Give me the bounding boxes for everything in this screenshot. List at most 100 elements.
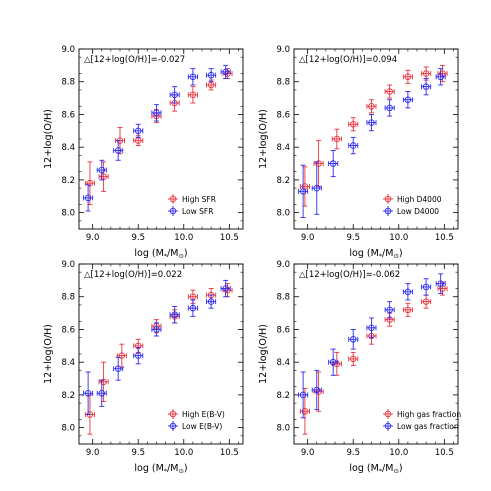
data-point bbox=[402, 302, 413, 317]
data-point bbox=[421, 294, 432, 309]
legend-entry: High D4000 bbox=[383, 194, 442, 204]
y-axis-title: 12+log(O/H) bbox=[258, 324, 269, 384]
legend-label: High SFR bbox=[182, 195, 216, 204]
marker bbox=[114, 365, 122, 372]
data-point bbox=[187, 299, 198, 317]
data-point bbox=[83, 184, 94, 212]
y-tick-label: 8.8 bbox=[61, 293, 75, 303]
delta-annotation: △[12+log(O/H)]=-0.062 bbox=[299, 270, 400, 280]
marker bbox=[333, 135, 341, 143]
chart-panel-4: 8.0 8.2 8.4 8.6 8.8 9.0 9.0 9.5 10.0 10.5 △[12+log… bbox=[258, 260, 461, 475]
marker bbox=[86, 179, 94, 187]
marker bbox=[333, 360, 341, 368]
x-tick-label: 10.5 bbox=[220, 233, 239, 243]
marker bbox=[349, 336, 357, 343]
data-point bbox=[402, 91, 413, 109]
y-tick-label: 8.8 bbox=[276, 293, 290, 303]
data-point bbox=[331, 351, 342, 376]
marker bbox=[153, 326, 160, 333]
marker bbox=[437, 73, 444, 81]
legend-entry: High E(B-V) bbox=[168, 409, 225, 419]
chart-panel-2: 8.0 8.2 8.4 8.6 8.8 9.0 9.0 9.5 10.0 10.5 △[12+log… bbox=[258, 45, 459, 260]
x-tick-label: 9.5 bbox=[131, 448, 145, 458]
y-tick-label: 8.2 bbox=[276, 391, 290, 401]
marker bbox=[189, 304, 197, 312]
series-blue bbox=[298, 68, 446, 218]
data-point bbox=[421, 66, 432, 81]
data-point bbox=[220, 279, 231, 298]
x-tick-label: 10.0 bbox=[174, 233, 193, 243]
marker bbox=[189, 91, 197, 99]
marker bbox=[329, 358, 337, 366]
data-point bbox=[151, 322, 162, 337]
marker bbox=[100, 173, 107, 180]
marker bbox=[368, 324, 375, 332]
data-point bbox=[98, 161, 109, 192]
marker bbox=[84, 390, 92, 397]
data-point bbox=[169, 86, 180, 104]
data-point bbox=[366, 99, 377, 114]
y-tick-label: 8.8 bbox=[276, 78, 290, 88]
data-point bbox=[402, 283, 413, 301]
data-point bbox=[187, 68, 198, 86]
marker bbox=[404, 306, 412, 314]
legend-label: Low D4000 bbox=[397, 207, 439, 216]
data-point bbox=[133, 135, 144, 146]
data-point bbox=[328, 150, 339, 178]
legend-entry: Low D4000 bbox=[383, 206, 439, 216]
x-tick-label: 9.0 bbox=[301, 233, 315, 243]
y-tick-label: 8.2 bbox=[61, 176, 75, 186]
y-tick-label: 9.0 bbox=[276, 260, 290, 270]
plot-frame bbox=[78, 48, 244, 230]
y-tick-label: 8.0 bbox=[61, 424, 75, 434]
data-point bbox=[435, 68, 446, 86]
marker bbox=[422, 70, 430, 77]
marker bbox=[114, 147, 122, 154]
y-tick-label: 8.0 bbox=[61, 209, 75, 219]
delta-annotation: △[12+log(O/H)]=0.094 bbox=[299, 55, 397, 65]
marker bbox=[301, 408, 309, 415]
marker bbox=[189, 73, 197, 81]
y-tick-label: 8.6 bbox=[61, 325, 75, 335]
marker bbox=[189, 293, 197, 300]
x-axis-title: log (M*/M⊙) bbox=[349, 248, 402, 260]
y-tick-label: 8.4 bbox=[276, 358, 290, 368]
data-point bbox=[133, 347, 144, 365]
marker bbox=[349, 355, 357, 363]
data-point bbox=[83, 371, 94, 415]
data-point bbox=[116, 343, 127, 368]
x-tick-label: 10.5 bbox=[435, 233, 454, 243]
y-tick-label: 9.0 bbox=[276, 45, 290, 55]
x-tick-label: 9.0 bbox=[86, 233, 100, 243]
data-point bbox=[366, 114, 377, 132]
y-tick-label: 8.0 bbox=[276, 209, 290, 219]
marker bbox=[368, 103, 375, 110]
marker bbox=[404, 288, 412, 296]
marker bbox=[386, 306, 393, 314]
marker bbox=[313, 184, 321, 192]
data-point bbox=[366, 317, 377, 339]
legend-entry: Low gas fraction bbox=[383, 421, 459, 431]
marker bbox=[118, 352, 126, 359]
delta-annotation: △[12+log(O/H)]=-0.027 bbox=[84, 55, 185, 65]
legend-entry: Low E(B-V) bbox=[168, 421, 222, 431]
x-tick-label: 9.5 bbox=[131, 233, 145, 243]
marker bbox=[207, 71, 215, 79]
x-tick-label: 10.0 bbox=[174, 448, 193, 458]
y-axis-title: 12+log(O/H) bbox=[43, 109, 54, 169]
data-point bbox=[384, 301, 395, 319]
data-point bbox=[311, 369, 322, 411]
delta-annotation: △[12+log(O/H)]=0.022 bbox=[84, 270, 182, 280]
legend-label: Low SFR bbox=[182, 207, 213, 216]
legend-entry: Low SFR bbox=[168, 206, 213, 216]
marker bbox=[299, 391, 307, 399]
data-point bbox=[348, 117, 359, 132]
x-tick-label: 9.5 bbox=[346, 448, 360, 458]
data-point bbox=[348, 329, 359, 350]
marker bbox=[299, 188, 307, 195]
marker bbox=[368, 119, 375, 126]
marker bbox=[386, 88, 393, 95]
marker bbox=[134, 352, 142, 359]
y-tick-label: 8.6 bbox=[276, 325, 290, 335]
y-tick-label: 9.0 bbox=[61, 260, 75, 270]
